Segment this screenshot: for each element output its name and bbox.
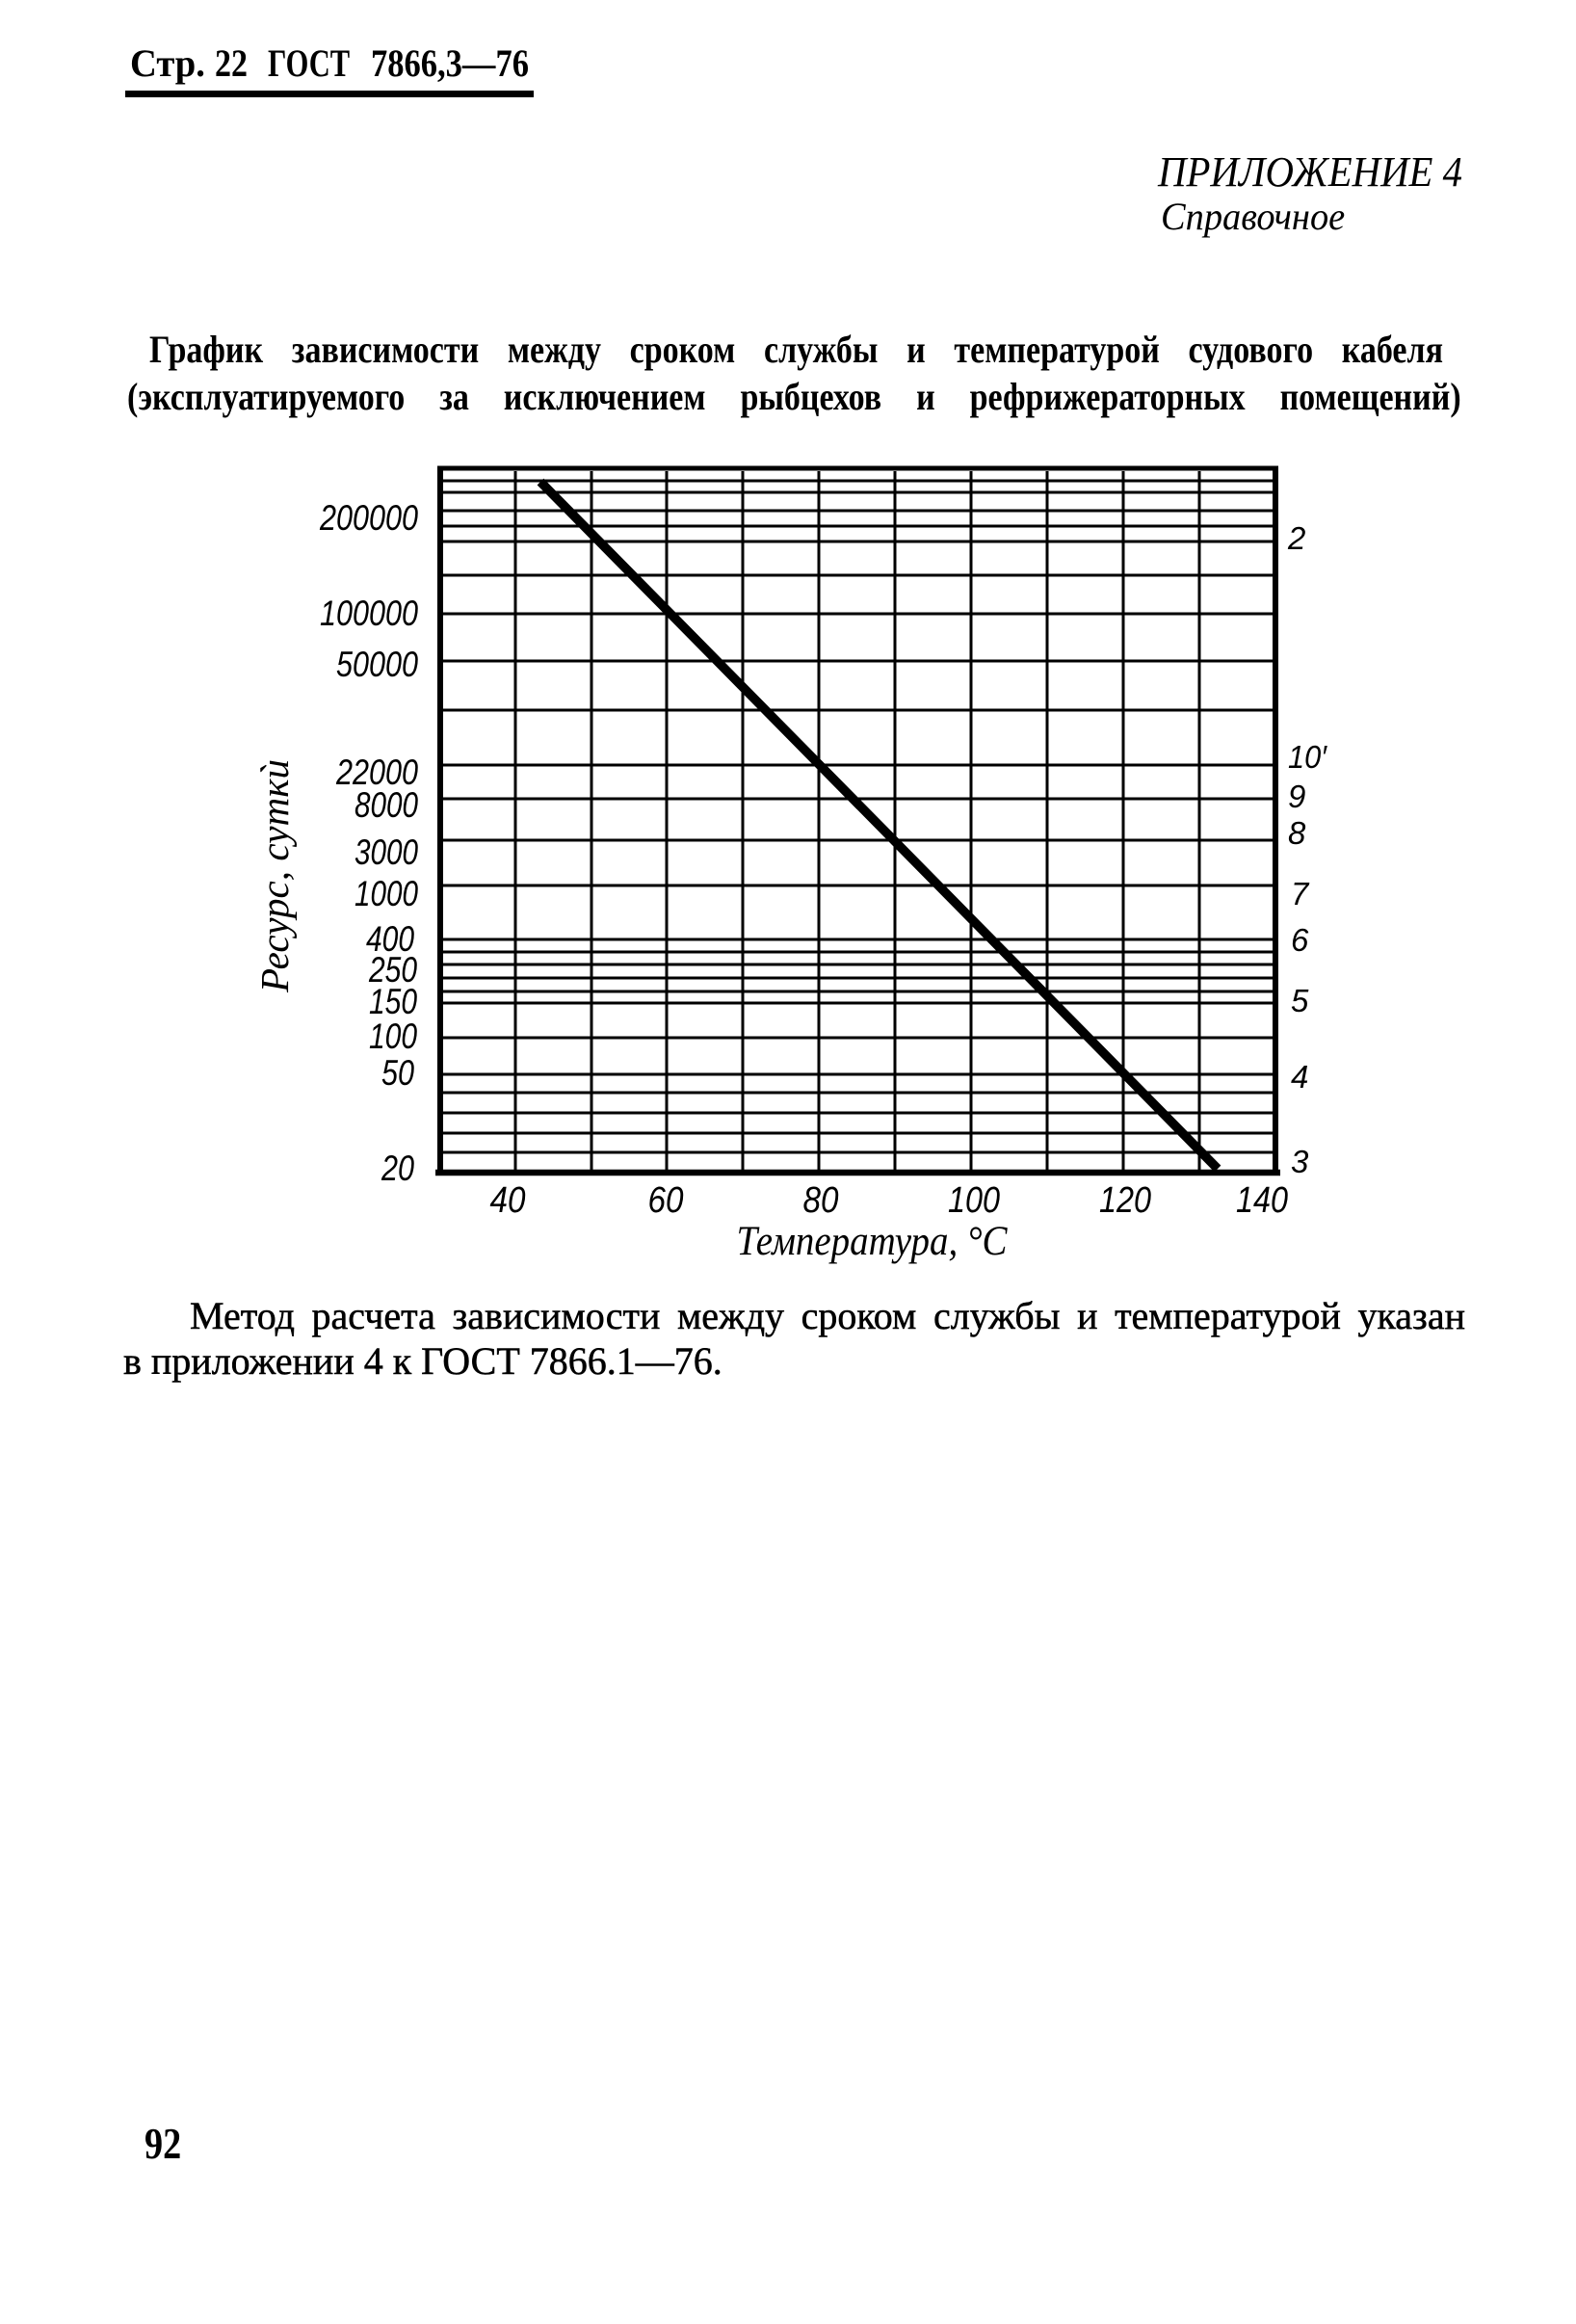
svg-text:Ресурс, суткù: Ресурс, суткù xyxy=(252,759,297,993)
svg-text:2: 2 xyxy=(1287,520,1305,556)
svg-text:250: 250 xyxy=(368,950,417,990)
svg-text:Температура, °С: Температура, °С xyxy=(737,1219,1009,1264)
svg-text:140: 140 xyxy=(1236,1180,1288,1221)
svg-text:50000: 50000 xyxy=(336,645,418,684)
svg-text:6: 6 xyxy=(1291,922,1309,958)
svg-text:9: 9 xyxy=(1288,779,1305,814)
svg-text:120: 120 xyxy=(1099,1180,1151,1221)
svg-text:40: 40 xyxy=(490,1180,526,1221)
svg-text:150: 150 xyxy=(369,982,417,1021)
svg-text:20: 20 xyxy=(381,1149,414,1188)
svg-text:400: 400 xyxy=(366,919,414,959)
svg-text:60: 60 xyxy=(648,1180,684,1221)
svg-text:100: 100 xyxy=(948,1180,1000,1221)
svg-text:200000: 200000 xyxy=(319,498,418,538)
svg-text:50: 50 xyxy=(381,1053,414,1093)
svg-text:8000: 8000 xyxy=(355,785,418,825)
svg-text:8: 8 xyxy=(1288,815,1306,851)
svg-text:3: 3 xyxy=(1291,1144,1309,1179)
svg-text:1000: 1000 xyxy=(355,874,418,913)
svg-text:22000: 22000 xyxy=(335,753,418,792)
svg-text:5: 5 xyxy=(1291,983,1309,1018)
svg-text:80: 80 xyxy=(803,1180,839,1221)
svg-text:3000: 3000 xyxy=(355,832,418,872)
svg-text:100: 100 xyxy=(369,1017,417,1056)
svg-text:100000: 100000 xyxy=(320,594,418,633)
svg-text:4: 4 xyxy=(1291,1059,1308,1095)
svg-text:10′: 10′ xyxy=(1288,739,1328,775)
svg-text:7: 7 xyxy=(1291,876,1310,911)
